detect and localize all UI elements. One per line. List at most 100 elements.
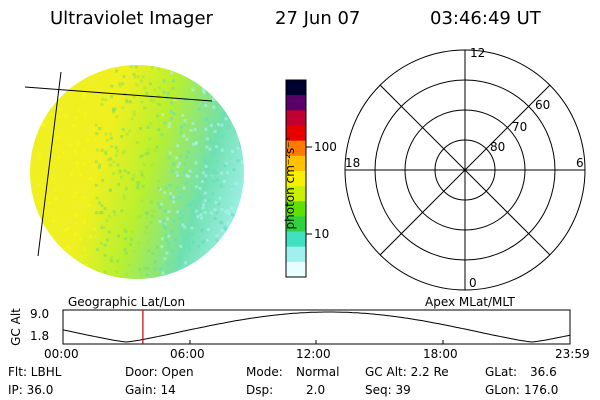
uv-speckle bbox=[152, 99, 156, 103]
uv-speckle bbox=[217, 122, 220, 126]
uv-speckle bbox=[144, 231, 148, 235]
uv-speckle bbox=[162, 90, 166, 94]
uv-speckle bbox=[169, 192, 173, 196]
uv-speckle bbox=[209, 140, 213, 144]
gain-info: Gain: 14 bbox=[125, 383, 176, 397]
uv-speckle bbox=[93, 235, 97, 239]
uv-speckle bbox=[213, 130, 217, 133]
uv-speckle bbox=[102, 225, 106, 229]
uv-speckle bbox=[30, 243, 34, 247]
uv-image[interactable] bbox=[24, 65, 246, 281]
uv-speckle bbox=[226, 209, 230, 213]
uv-speckle bbox=[232, 168, 236, 172]
uv-speckle bbox=[120, 135, 124, 139]
uv-speckle bbox=[219, 245, 223, 249]
uv-speckle bbox=[237, 254, 241, 258]
uv-speckle bbox=[219, 70, 223, 74]
uv-speckle bbox=[49, 69, 53, 73]
uv-speckle bbox=[61, 112, 65, 116]
mlt-label-18: 18 bbox=[345, 156, 361, 170]
uv-speckle bbox=[86, 139, 90, 142]
uv-speckle bbox=[230, 212, 234, 216]
uv-speckle bbox=[146, 125, 150, 129]
uv-speckle bbox=[157, 86, 161, 90]
uv-speckle bbox=[241, 262, 244, 266]
uv-speckle bbox=[232, 272, 236, 276]
uv-speckle bbox=[180, 230, 184, 234]
uv-speckle bbox=[211, 169, 215, 173]
polar-plot bbox=[344, 49, 586, 291]
uv-speckle bbox=[122, 149, 126, 153]
uv-speckle bbox=[223, 163, 227, 167]
uv-speckle bbox=[46, 109, 49, 113]
uv-speckle bbox=[235, 252, 239, 256]
uv-speckle bbox=[117, 182, 120, 186]
uv-speckle bbox=[211, 72, 215, 76]
uv-speckle bbox=[235, 109, 239, 113]
uv-speckle bbox=[112, 160, 116, 164]
uv-speckle bbox=[220, 99, 224, 103]
uv-speckle bbox=[224, 69, 228, 73]
geographic-label: Geographic Lat/Lon bbox=[68, 295, 186, 309]
uv-speckle bbox=[215, 259, 219, 263]
uv-speckle bbox=[233, 269, 236, 273]
uv-speckle bbox=[226, 221, 230, 225]
uv-speckle bbox=[217, 88, 221, 92]
uv-speckle bbox=[188, 169, 192, 173]
uv-speckle bbox=[199, 216, 203, 220]
uv-speckle bbox=[232, 246, 236, 250]
ip-info: IP: 36.0 bbox=[8, 383, 54, 397]
uv-speckle bbox=[172, 162, 176, 166]
uv-speckle bbox=[187, 247, 191, 251]
uv-speckle bbox=[109, 188, 112, 192]
uv-speckle bbox=[181, 234, 185, 238]
uv-speckle bbox=[116, 164, 120, 168]
uv-speckle bbox=[69, 172, 73, 176]
uv-speckle bbox=[89, 67, 93, 71]
uv-speckle bbox=[208, 147, 212, 151]
altitude-ytick: 9.0 bbox=[30, 307, 50, 321]
uv-speckle bbox=[112, 171, 116, 175]
uv-speckle bbox=[208, 79, 212, 83]
uv-speckle bbox=[191, 209, 195, 213]
uv-speckle bbox=[97, 165, 101, 169]
door-info: Door: Open bbox=[125, 365, 194, 379]
uv-speckle bbox=[118, 170, 122, 174]
uv-speckle bbox=[81, 196, 85, 200]
uv-speckle bbox=[124, 187, 128, 191]
uv-speckle bbox=[213, 245, 217, 249]
uv-speckle bbox=[120, 209, 124, 213]
colorbar-segment bbox=[286, 140, 306, 157]
uv-speckle bbox=[74, 76, 77, 80]
uv-speckle bbox=[205, 93, 209, 97]
altitude-xtick: 18:00 bbox=[423, 347, 458, 361]
uv-speckle bbox=[204, 75, 208, 79]
uv-speckle bbox=[215, 234, 219, 238]
uv-speckle bbox=[183, 119, 187, 123]
uv-speckle bbox=[38, 151, 42, 155]
uv-speckle bbox=[109, 132, 113, 136]
uv-speckle bbox=[165, 251, 169, 255]
colorbar-segment bbox=[286, 246, 306, 263]
uv-speckle bbox=[72, 195, 76, 198]
uv-speckle bbox=[37, 256, 41, 260]
uv-speckle bbox=[110, 145, 114, 148]
uv-speckle bbox=[153, 149, 157, 153]
uv-speckle bbox=[46, 152, 50, 156]
uv-speckle bbox=[157, 67, 161, 71]
uv-speckle bbox=[239, 245, 243, 249]
uv-speckle bbox=[183, 123, 187, 127]
uv-speckle bbox=[191, 88, 195, 92]
uv-speckle bbox=[204, 103, 208, 107]
uv-speckle bbox=[62, 69, 66, 73]
uv-speckle bbox=[58, 128, 62, 132]
uv-speckle bbox=[121, 82, 125, 86]
uv-speckle bbox=[194, 185, 198, 189]
uv-speckle bbox=[54, 172, 58, 176]
uv-speckle bbox=[72, 123, 76, 127]
uv-speckle bbox=[81, 270, 85, 274]
altitude-xtick: 06:00 bbox=[170, 347, 205, 361]
uv-speckle bbox=[182, 171, 186, 175]
uv-speckle bbox=[109, 163, 113, 167]
mlt-label-0: 0 bbox=[469, 276, 477, 290]
